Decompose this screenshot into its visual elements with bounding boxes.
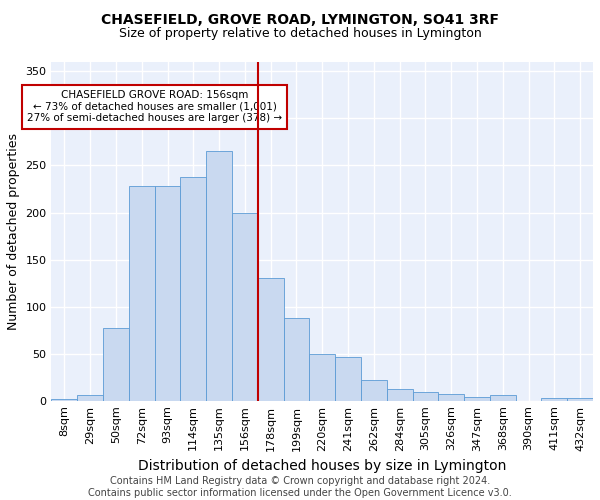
- Bar: [464, 397, 490, 400]
- Bar: [77, 395, 103, 400]
- Bar: [310, 354, 335, 401]
- Bar: [387, 390, 413, 400]
- Text: Contains HM Land Registry data © Crown copyright and database right 2024.
Contai: Contains HM Land Registry data © Crown c…: [88, 476, 512, 498]
- Bar: [567, 398, 593, 400]
- Bar: [181, 177, 206, 400]
- Y-axis label: Number of detached properties: Number of detached properties: [7, 133, 20, 330]
- Bar: [206, 152, 232, 400]
- Bar: [155, 186, 181, 400]
- Bar: [284, 318, 310, 400]
- X-axis label: Distribution of detached houses by size in Lymington: Distribution of detached houses by size …: [138, 459, 506, 473]
- Bar: [361, 380, 387, 400]
- Bar: [541, 398, 567, 400]
- Bar: [129, 186, 155, 400]
- Bar: [439, 394, 464, 400]
- Text: Size of property relative to detached houses in Lymington: Size of property relative to detached ho…: [119, 28, 481, 40]
- Bar: [52, 399, 77, 400]
- Bar: [103, 328, 129, 400]
- Bar: [232, 212, 258, 400]
- Text: CHASEFIELD GROVE ROAD: 156sqm
← 73% of detached houses are smaller (1,001)
27% o: CHASEFIELD GROVE ROAD: 156sqm ← 73% of d…: [27, 90, 282, 124]
- Bar: [335, 358, 361, 401]
- Bar: [490, 395, 515, 400]
- Text: CHASEFIELD, GROVE ROAD, LYMINGTON, SO41 3RF: CHASEFIELD, GROVE ROAD, LYMINGTON, SO41 …: [101, 12, 499, 26]
- Bar: [258, 278, 284, 400]
- Bar: [413, 392, 439, 400]
